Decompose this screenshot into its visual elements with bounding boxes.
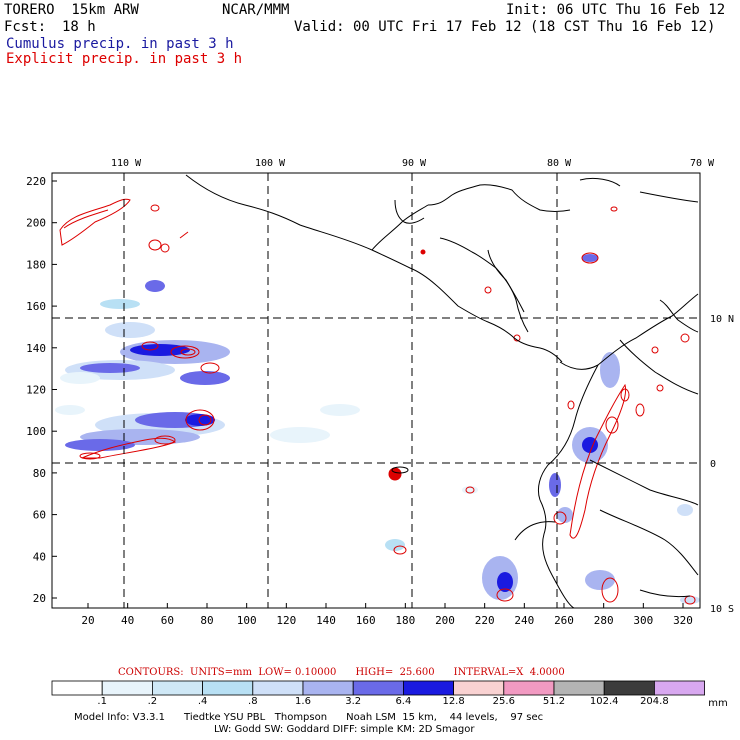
forecast-label: Fcst: bbox=[4, 19, 47, 35]
legend-box bbox=[553, 680, 605, 696]
legend-label: .4 bbox=[197, 696, 208, 707]
legend-box bbox=[51, 680, 103, 696]
lon-label: 90 W bbox=[402, 158, 427, 169]
legend-box bbox=[503, 680, 555, 696]
x-tick-label: 200 bbox=[435, 614, 455, 627]
precip-legend bbox=[51, 680, 706, 696]
cumulus-precip-label: Cumulus precip. in past 3 h bbox=[6, 36, 234, 52]
x-tick-label: 180 bbox=[395, 614, 415, 627]
coastlines bbox=[185, 174, 699, 609]
x-tick-label: 320 bbox=[673, 614, 693, 627]
lon-label: 100 W bbox=[255, 158, 286, 169]
legend-label: .2 bbox=[147, 696, 158, 707]
y-tick-label: 40 bbox=[33, 550, 46, 563]
explicit-precip-label: Explicit precip. in past 3 h bbox=[6, 51, 243, 67]
plot-frame bbox=[51, 172, 701, 609]
lat-label: 0 bbox=[710, 459, 716, 470]
x-tick-label: 120 bbox=[276, 614, 296, 627]
x-tick-label: 260 bbox=[554, 614, 574, 627]
legend-box bbox=[252, 680, 304, 696]
legend-box bbox=[654, 680, 706, 696]
cumulus-precip-shading bbox=[55, 254, 700, 604]
legend-box bbox=[603, 680, 655, 696]
legend-color-boxes bbox=[51, 680, 706, 696]
legend-label: 6.4 bbox=[395, 696, 412, 707]
legend-box bbox=[202, 680, 254, 696]
forecast-hours: 18 h bbox=[62, 19, 96, 35]
legend-label: 1.6 bbox=[295, 696, 311, 707]
legend-label: 12.8 bbox=[442, 696, 465, 707]
x-tick-label: 20 bbox=[81, 614, 94, 627]
axis-ticks: 20 40 60 80 100 120 140 160 180 200 220 20 40 60 80 100… bbox=[26, 158, 734, 627]
x-tick-label: 40 bbox=[121, 614, 134, 627]
model-info-line1: Model Info: V3.3.1 Tiedtke YSU PBL Thomp… bbox=[74, 712, 544, 723]
x-tick-label: 160 bbox=[356, 614, 376, 627]
legend-label: 102.4 bbox=[589, 696, 619, 707]
latlon-grid bbox=[52, 173, 700, 608]
x-tick-label: 280 bbox=[594, 614, 614, 627]
model-info-line2: LW: Godd SW: Goddard DIFF: simple KM: 2D… bbox=[214, 724, 475, 735]
y-tick-label: 220 bbox=[26, 175, 46, 188]
contour-info: CONTOURS: UNITS=mm LOW= 0.10000 HIGH= 25… bbox=[118, 667, 565, 678]
y-tick-label: 160 bbox=[26, 300, 46, 313]
lon-label: 80 W bbox=[547, 158, 572, 169]
x-tick-label: 220 bbox=[475, 614, 495, 627]
x-tick-label: 60 bbox=[161, 614, 174, 627]
explicit-precip-contours bbox=[59, 198, 696, 605]
legend-label: .8 bbox=[248, 696, 258, 707]
x-tick-label: 300 bbox=[633, 614, 653, 627]
y-tick-label: 140 bbox=[26, 342, 46, 355]
legend-label: 25.6 bbox=[492, 696, 515, 707]
y-tick-label: 120 bbox=[26, 384, 46, 397]
lat-label: 10 N bbox=[710, 314, 734, 325]
x-tick-label: 100 bbox=[237, 614, 257, 627]
legend-box bbox=[402, 680, 454, 696]
y-tick-label: 80 bbox=[33, 467, 46, 480]
legend-label: 51.2 bbox=[542, 696, 566, 707]
x-tick-label: 240 bbox=[514, 614, 534, 627]
legend-box bbox=[453, 680, 505, 696]
y-tick-label: 200 bbox=[26, 217, 46, 230]
legend-box bbox=[151, 680, 203, 696]
legend-box bbox=[101, 680, 153, 696]
legend-box bbox=[352, 680, 404, 696]
legend-label: 3.2 bbox=[345, 696, 362, 707]
x-tick-label: 140 bbox=[316, 614, 336, 627]
y-tick-label: 20 bbox=[33, 592, 46, 605]
lon-label: 110 W bbox=[111, 158, 142, 169]
legend-label: 204.8 bbox=[640, 696, 669, 707]
valid-time: Valid: 00 UTC Fri 17 Feb 12 (18 CST Thu … bbox=[294, 19, 716, 35]
y-tick-label: 180 bbox=[26, 258, 46, 271]
lat-label: 10 S bbox=[710, 604, 734, 615]
x-tick-label: 80 bbox=[200, 614, 213, 627]
org-name: NCAR/MMM bbox=[222, 2, 290, 18]
y-tick-label: 60 bbox=[33, 509, 46, 522]
legend-unit: mm bbox=[708, 698, 728, 709]
legend-label: .1 bbox=[97, 696, 107, 707]
legend-box bbox=[302, 680, 354, 696]
model-name: TORERO 15km ARW bbox=[4, 2, 139, 18]
lon-label: 70 W bbox=[690, 158, 715, 169]
init-time: Init: 06 UTC Thu 16 Feb 12 bbox=[506, 2, 726, 18]
y-tick-label: 100 bbox=[26, 425, 46, 438]
